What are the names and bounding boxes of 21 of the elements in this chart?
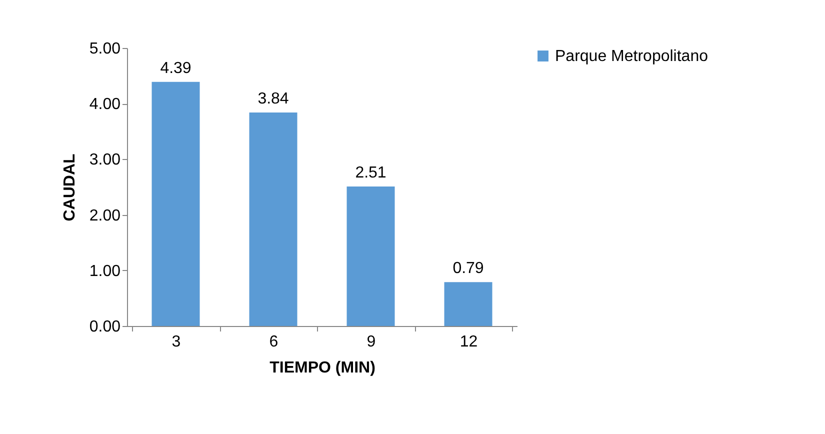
y-tick-label: 2.00	[89, 207, 121, 224]
x-tick-label: 12	[460, 334, 478, 350]
data-label: 3.84	[258, 90, 289, 108]
x-axis-title: TIEMPO (MIN)	[270, 360, 376, 376]
bar	[346, 186, 395, 326]
y-axis-title: CAUDAL	[61, 154, 78, 222]
y-tick-label: 4.00	[89, 96, 121, 114]
bar	[249, 112, 298, 326]
x-tick-label: 3	[172, 334, 181, 350]
data-label: 4.39	[160, 60, 192, 77]
y-tick-label: 1.00	[89, 262, 121, 280]
x-tick-label: 6	[269, 334, 278, 350]
bar	[444, 282, 492, 326]
y-tick-label: 0.00	[89, 318, 121, 336]
data-label: 2.51	[355, 164, 386, 182]
y-tick-label: 3.00	[89, 152, 121, 169]
y-tick-label: 5.00	[89, 40, 121, 58]
x-tick-label: 9	[366, 334, 376, 350]
data-label: 0.79	[452, 260, 484, 278]
bar	[152, 82, 200, 326]
legend-label: Parque Metropolitano	[555, 48, 708, 65]
